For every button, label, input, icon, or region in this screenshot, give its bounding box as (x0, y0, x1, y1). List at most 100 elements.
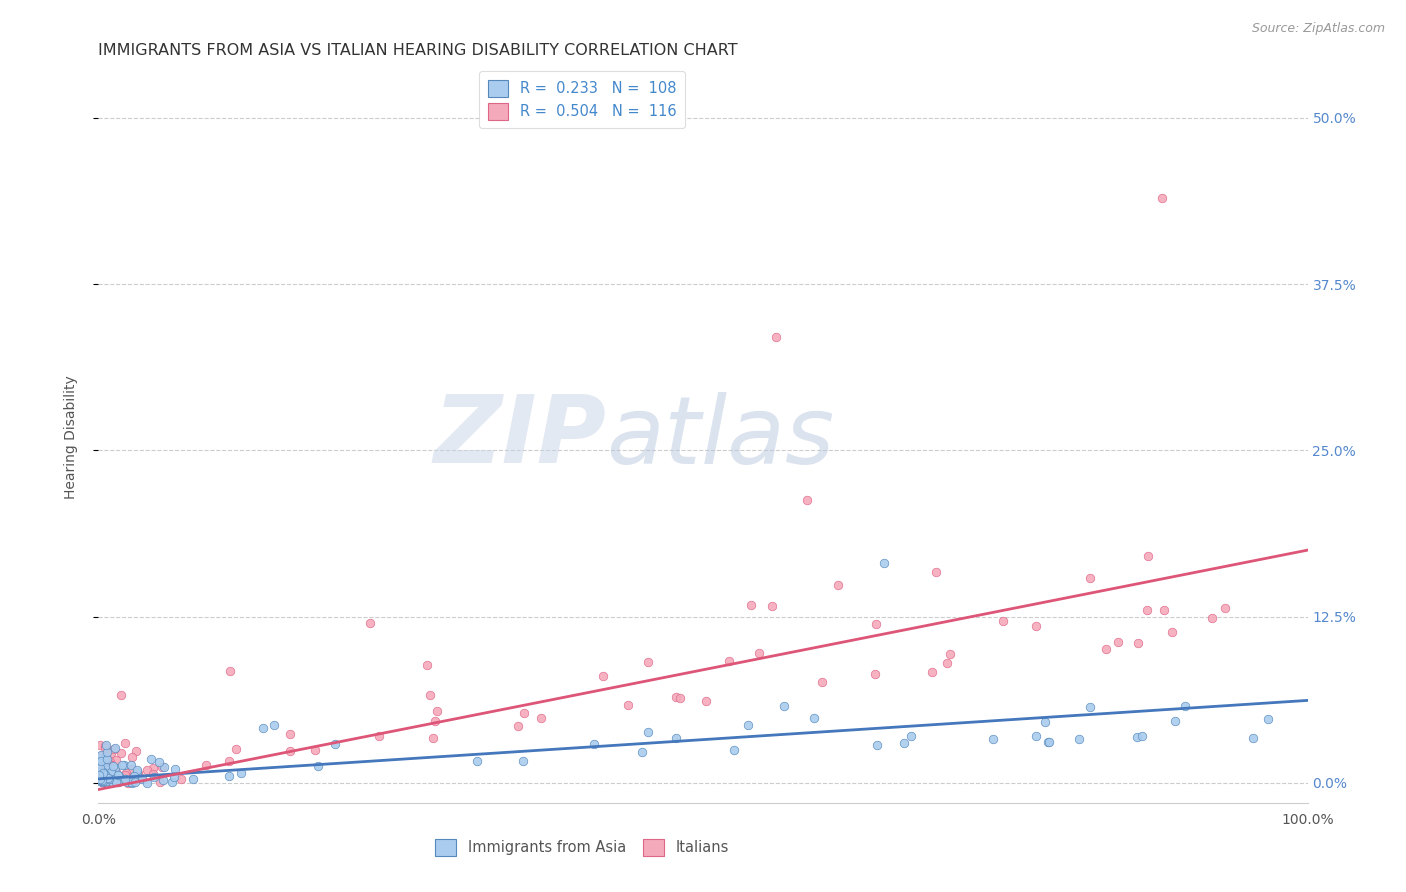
Point (100, 767, 122, 781)
Point (103, 772, 125, 786)
Point (740, 599, 762, 613)
Point (991, 614, 1014, 628)
Point (121, 749, 143, 764)
Point (152, 773, 174, 788)
Point (637, 655, 659, 669)
Point (94, 745, 117, 759)
Point (97, 771, 120, 785)
Point (96, 772, 118, 787)
Point (921, 665, 943, 680)
Point (117, 775, 139, 789)
Point (87, 768, 110, 782)
Point (97, 775, 120, 789)
Point (796, 492, 818, 507)
Point (748, 646, 770, 660)
Point (90, 770, 112, 784)
Point (100, 746, 122, 760)
Point (104, 765, 127, 780)
Point (91, 774, 114, 789)
Point (104, 753, 127, 767)
Point (1213, 601, 1236, 615)
Point (120, 775, 142, 789)
Point (508, 719, 530, 733)
Point (981, 732, 1004, 747)
Point (103, 742, 125, 756)
Point (630, 745, 652, 759)
Point (93, 774, 115, 789)
Point (91, 770, 114, 784)
Point (118, 771, 141, 785)
Point (91, 764, 114, 779)
Point (163, 770, 186, 784)
Y-axis label: Hearing Disability: Hearing Disability (63, 376, 77, 499)
Point (307, 758, 329, 772)
Point (103, 758, 125, 772)
Point (100, 756, 122, 770)
Point (100, 757, 122, 772)
Point (107, 775, 129, 789)
Point (181, 772, 204, 787)
Point (96, 749, 118, 764)
Point (513, 706, 536, 720)
Point (91, 755, 114, 769)
Point (900, 729, 922, 743)
Point (422, 731, 444, 745)
Point (765, 330, 787, 344)
Point (1069, 732, 1091, 747)
Point (873, 557, 896, 571)
Point (96, 771, 118, 785)
Point (863, 667, 886, 681)
Point (124, 772, 146, 787)
Point (229, 765, 252, 780)
Point (252, 722, 274, 736)
Point (359, 616, 381, 631)
Point (866, 738, 889, 752)
Point (97, 756, 120, 771)
Point (91, 773, 114, 788)
Point (89, 765, 111, 780)
Point (122, 768, 145, 782)
Point (90, 768, 112, 782)
Point (90, 747, 112, 762)
Point (1130, 730, 1153, 744)
Point (225, 742, 247, 756)
Point (1161, 625, 1184, 640)
Point (1025, 729, 1047, 743)
Point (304, 743, 326, 757)
Point (1241, 731, 1264, 745)
Point (104, 764, 127, 779)
Point (131, 772, 153, 786)
Point (100, 765, 122, 780)
Point (90, 768, 112, 782)
Text: atlas: atlas (606, 392, 835, 483)
Point (1038, 735, 1060, 749)
Point (89, 769, 111, 783)
Point (94, 738, 117, 752)
Point (100, 772, 122, 786)
Point (114, 736, 136, 750)
Point (89, 767, 111, 781)
Point (1038, 735, 1060, 749)
Point (218, 664, 240, 678)
Point (148, 775, 170, 789)
Point (103, 772, 125, 786)
Point (97, 762, 120, 776)
Text: Source: ZipAtlas.com: Source: ZipAtlas.com (1251, 22, 1385, 36)
Point (142, 760, 165, 774)
Point (89, 772, 111, 786)
Point (94, 764, 117, 779)
Point (91, 765, 114, 780)
Point (717, 654, 740, 668)
Point (1025, 618, 1047, 632)
Point (160, 775, 183, 789)
Point (100, 758, 122, 772)
Point (114, 766, 136, 780)
Point (939, 648, 962, 662)
Point (96, 752, 118, 766)
Point (90, 771, 112, 785)
Point (218, 754, 240, 768)
Point (415, 658, 437, 673)
Point (91, 774, 114, 789)
Point (935, 656, 957, 670)
Point (89, 769, 111, 783)
